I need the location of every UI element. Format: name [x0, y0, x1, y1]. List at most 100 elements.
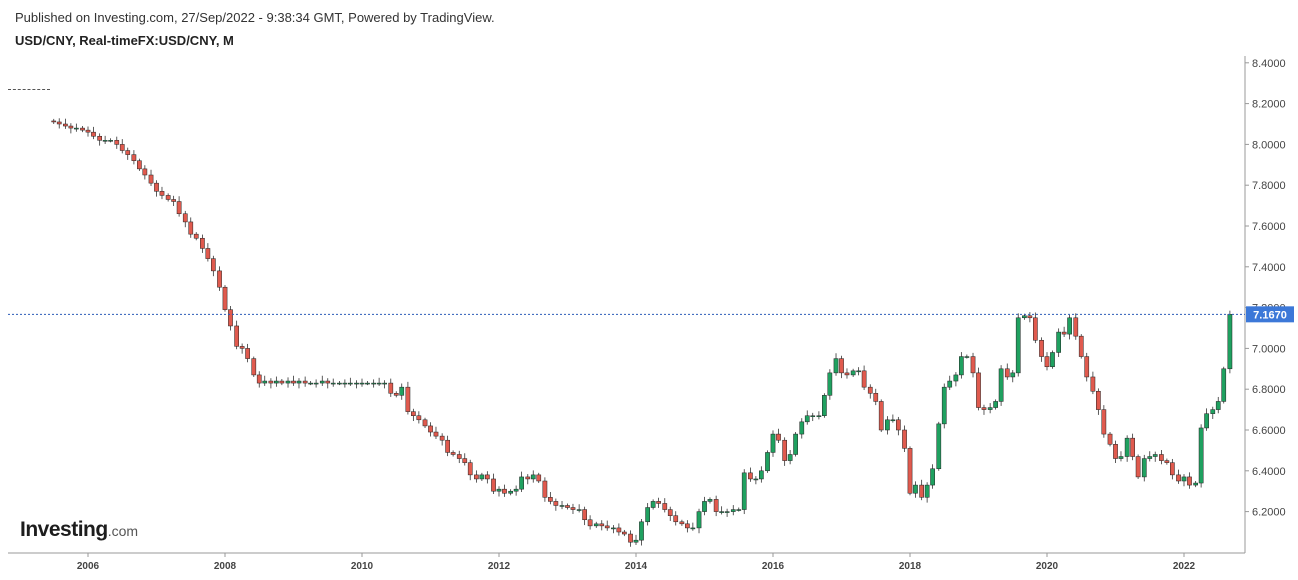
candle-down: [188, 221, 194, 235]
candle-up: [941, 386, 947, 425]
candle-down: [302, 380, 308, 384]
candle-up: [519, 476, 524, 490]
candle-up: [530, 474, 536, 480]
candle-down: [1078, 335, 1084, 357]
candle-down: [131, 154, 137, 161]
candle-up: [987, 407, 993, 410]
candle-up: [1141, 458, 1147, 478]
candle-up: [1152, 454, 1158, 457]
candle-down: [679, 521, 685, 525]
candle-up: [1210, 409, 1216, 414]
candle-down: [119, 144, 125, 151]
candle-down: [159, 191, 165, 196]
candle-down: [1113, 444, 1118, 459]
candle-up: [959, 356, 964, 376]
candle-down: [251, 358, 257, 376]
candle-down: [97, 135, 102, 141]
investing-logo: Investing.com: [20, 518, 138, 542]
candle-up: [816, 415, 822, 417]
candle-up: [1056, 331, 1061, 353]
x-tick-label: 2008: [214, 561, 237, 572]
candle-down: [878, 401, 884, 431]
y-tick-label: 7.6000: [1252, 221, 1286, 233]
candle-down: [467, 462, 473, 476]
candle-down: [570, 507, 576, 510]
candle-down: [1159, 454, 1164, 461]
candle-down: [662, 503, 668, 510]
candle-down: [548, 497, 553, 502]
candle-up: [365, 382, 370, 385]
candle-down: [445, 439, 450, 453]
candle-down: [919, 484, 924, 498]
candle-down: [587, 519, 593, 527]
y-tick-label: 8.2000: [1252, 99, 1286, 111]
candle-down: [748, 472, 753, 480]
candle-down: [325, 380, 331, 384]
candle-up: [753, 478, 759, 481]
x-tick-label: 2010: [351, 561, 374, 572]
y-tick-label: 7.0000: [1252, 343, 1286, 355]
candle-up: [924, 484, 930, 498]
candle-up: [348, 382, 353, 385]
candle-down: [462, 458, 468, 463]
candle-up: [998, 368, 1004, 402]
published-caption: Published on Investing.com, 27/Sep/2022 …: [15, 10, 495, 25]
candle-down: [839, 358, 844, 374]
candle-up: [313, 382, 319, 385]
candle-up: [1050, 352, 1055, 368]
x-tick-label: 2006: [77, 561, 100, 572]
candle-down: [239, 346, 245, 349]
candle-up: [508, 490, 513, 494]
candle-down: [673, 515, 679, 523]
candle-up: [576, 509, 582, 511]
x-tick-label: 2022: [1173, 561, 1196, 572]
candle-down: [1176, 474, 1181, 482]
candle-down: [56, 121, 62, 125]
candle-up: [947, 380, 953, 388]
candle-down: [1033, 317, 1038, 341]
y-tick-label: 8.0000: [1252, 139, 1286, 151]
candle-down: [1084, 356, 1090, 378]
logo-brand: Investing: [20, 518, 108, 541]
candle-up: [724, 511, 730, 513]
candle-up: [399, 386, 405, 396]
candle-down: [474, 474, 479, 480]
candle-down: [182, 213, 188, 223]
candle-down: [85, 129, 91, 133]
candle-down: [667, 509, 673, 516]
candle-up: [856, 370, 861, 373]
candle-up: [741, 472, 747, 510]
y-tick-label: 6.2000: [1252, 507, 1286, 519]
candle-down: [125, 150, 131, 155]
candle-down: [388, 382, 394, 394]
candle-up: [102, 140, 108, 142]
candle-up: [319, 380, 325, 384]
current-price-label-bg: [1246, 306, 1294, 323]
y-tick-label: 8.4000: [1252, 58, 1286, 70]
candle-up: [690, 527, 696, 530]
candle-down: [291, 380, 296, 384]
candle-down: [1170, 462, 1175, 476]
candle-up: [890, 419, 896, 422]
candle-up: [330, 382, 336, 385]
candle-up: [1118, 456, 1124, 459]
candle-up: [1147, 456, 1153, 459]
candle-down: [599, 523, 605, 527]
candle-up: [1181, 476, 1187, 482]
candle-down: [245, 348, 250, 359]
candle-up: [1010, 372, 1016, 378]
x-tick-label: 2018: [899, 561, 922, 572]
candle-down: [491, 478, 496, 492]
candle-up: [696, 511, 702, 529]
candle-up: [74, 127, 79, 130]
candle-down: [393, 393, 399, 396]
candle-up: [759, 470, 764, 480]
candle-down: [616, 527, 622, 533]
candle-up: [559, 505, 565, 507]
candle-down: [896, 419, 901, 431]
y-tick-label: 6.8000: [1252, 384, 1286, 396]
candle-down: [439, 435, 445, 441]
candle-up: [850, 370, 856, 376]
candle-up: [371, 382, 376, 385]
